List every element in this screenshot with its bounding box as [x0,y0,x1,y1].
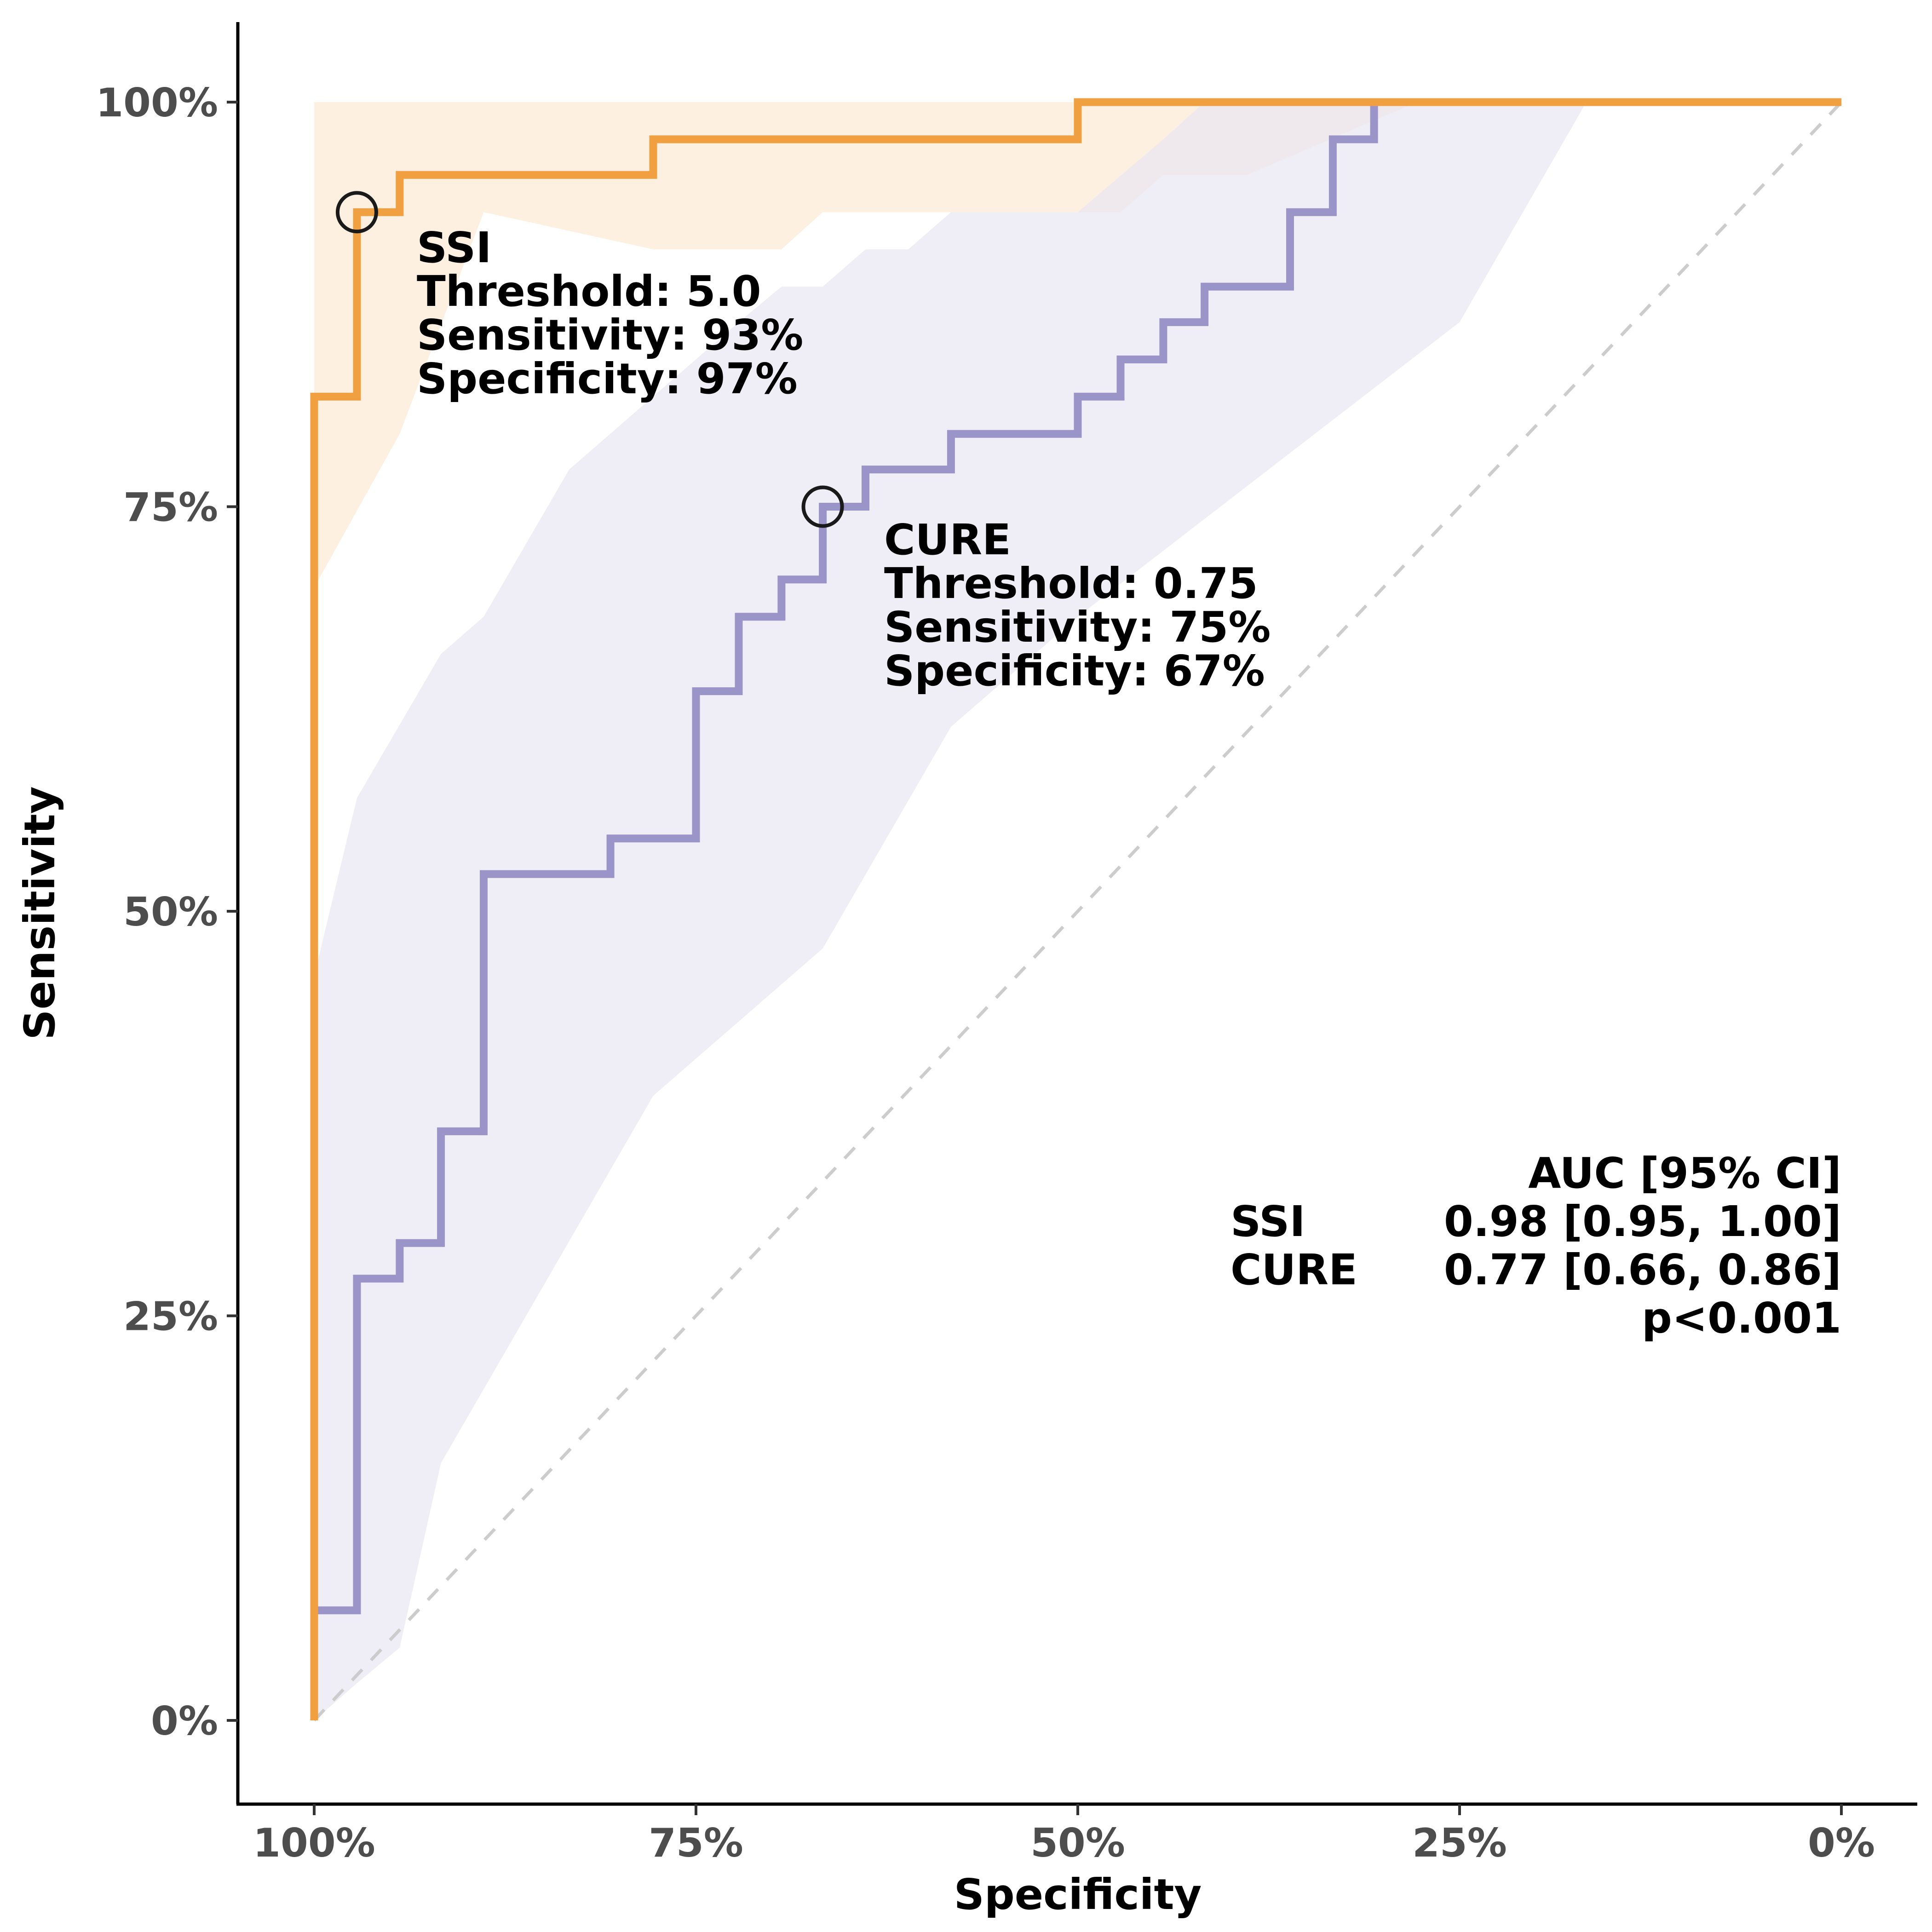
ssi-sensitivity-label: Sensitivity: 93% [417,310,803,360]
cure-ci-band [314,102,1841,1720]
x-axis-ticks: 100% 75% 50% 25% 0% [253,1804,1875,1866]
ssi-threshold-label: Threshold: 5.0 [417,267,761,316]
ssi-ci-band [314,102,1841,1009]
cure-threshold-label: Threshold: 0.75 [884,559,1258,608]
y-tick-label: 100% [96,80,218,126]
cure-annotation-title: CURE [884,515,1011,564]
y-tick-label: 25% [123,1294,218,1340]
cure-sensitivity-label: Sensitivity: 75% [884,603,1271,652]
optimal-point-markers [335,191,844,528]
auc-row-cure-name: CURE [1230,1245,1357,1294]
x-tick-label: 0% [1808,1820,1875,1866]
ssi-annotation-title: SSI [417,223,492,272]
y-tick-label: 0% [151,1698,218,1744]
ssi-roc-curve [310,98,1841,1720]
y-axis-title: Sensitivity [15,786,64,1040]
ssi-specificity-label: Specificity: 97% [417,354,798,403]
roc-curves [310,98,1841,1720]
cure-annotation: CURE Threshold: 0.75 Sensitivity: 75% Sp… [884,515,1271,696]
auc-table: AUC [95% CI] SSI 0.98 [0.95, 1.00] CURE … [1230,1149,1841,1343]
cure-roc-curve [310,98,1841,1720]
auc-table-header: AUC [95% CI] [1528,1149,1841,1198]
x-tick-label: 75% [649,1820,743,1866]
cure-specificity-label: Specificity: 67% [884,646,1265,696]
cure-optimal-point [801,485,844,528]
auc-row-ssi-value: 0.98 [0.95, 1.00] [1444,1197,1841,1246]
auc-row-ssi-name: SSI [1230,1197,1305,1246]
y-axis-ticks: 0% 25% 50% 75% 100% [96,80,238,1744]
ssi-optimal-point [335,191,378,234]
auc-row-cure-value: 0.77 [0.66, 0.86] [1444,1245,1841,1294]
x-tick-label: 50% [1030,1820,1125,1866]
reference-diagonal-line [313,101,1843,1722]
y-tick-label: 75% [123,485,218,531]
x-axis-title: Specificity [954,1870,1202,1919]
auc-p-value: p<0.001 [1642,1294,1841,1343]
ssi-annotation: SSI Threshold: 5.0 Sensitivity: 93% Spec… [417,223,803,403]
x-tick-label: 100% [253,1820,375,1866]
x-tick-label: 25% [1412,1820,1507,1866]
y-tick-label: 50% [123,889,218,935]
confidence-bands [314,102,1841,1720]
